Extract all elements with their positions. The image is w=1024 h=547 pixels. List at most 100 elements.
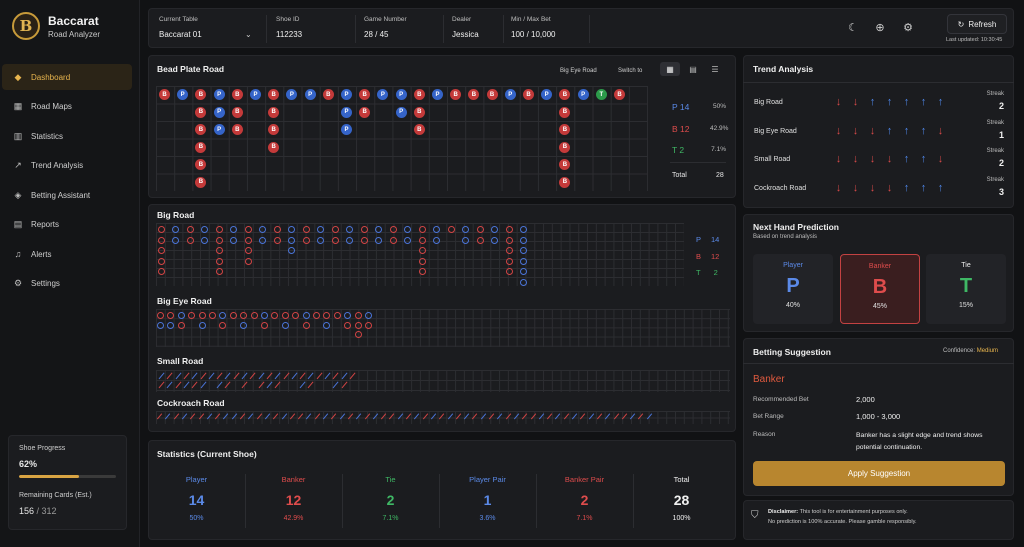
gear-icon[interactable]: ⚙ (903, 22, 913, 34)
bead-stat-tie: T 2 (672, 145, 684, 155)
bead-banker: B (231, 89, 243, 100)
tab-big-eye-road[interactable]: Big Eye Road (560, 68, 597, 74)
arrow-up-icon: ↑ (937, 96, 944, 108)
stat-letter: T (696, 268, 701, 277)
stat-pct: 100% (672, 515, 691, 522)
nav-item-trend-analysis[interactable]: ↗ Trend Analysis (2, 153, 132, 179)
game-number-label: Game Number (364, 16, 407, 23)
prediction-letter: B (872, 276, 888, 298)
moon-icon[interactable]: ☾ (848, 22, 858, 34)
big-road-ring-player (259, 226, 266, 233)
dealer-label: Dealer (452, 16, 472, 23)
refresh-button[interactable]: ↻ Refresh (947, 14, 1007, 34)
arrow-down-icon: ↓ (835, 96, 842, 108)
shoe-progress-label: Shoe Progress (19, 445, 66, 452)
trend-road-name: Big Road (754, 99, 783, 106)
big-road-ring-banker (157, 268, 165, 276)
stat-pct: 3.6% (479, 515, 496, 522)
bead-player: P (177, 89, 189, 100)
statistics-title: Statistics (Current Shoe) (157, 449, 257, 459)
stat-total: Total 28 100% (633, 475, 730, 522)
big-road-ring-banker (215, 247, 223, 255)
big-road-ring-player (288, 226, 295, 233)
bead-player: P (213, 124, 225, 135)
bead-banker: B (195, 106, 207, 118)
nav-item-road-maps[interactable]: ▦ Road Maps (2, 94, 132, 120)
prediction-player[interactable]: Player P 40% (753, 254, 833, 324)
grid-view-icon[interactable]: ▦ (660, 62, 680, 76)
tab-switch[interactable]: Switch to (618, 68, 643, 74)
bead-stat-count: 12 (680, 124, 690, 134)
bet-limits-label: Min / Max Bet (511, 16, 551, 23)
bead-stat-player: P 14 (672, 102, 689, 112)
current-table-select[interactable]: Current Table Baccarat 01 ⌄ (159, 16, 254, 39)
big-eye-ring-banker (333, 312, 341, 319)
shoe-progress-card: Shoe Progress 62% Remaining Cards (Est.)… (8, 435, 127, 530)
big-eye-ring-banker (229, 312, 237, 319)
confidence: Confidence: Medium (943, 348, 998, 354)
arrow-down-icon: ↓ (886, 153, 893, 166)
stat-value: 14 (188, 492, 205, 508)
list-view-icon[interactable]: ☰ (711, 64, 719, 74)
big-road-ring-player (462, 226, 469, 233)
big-road-ring-banker (186, 236, 194, 244)
nav-item-alerts[interactable]: ♫ Alerts (2, 241, 132, 267)
nav-item-settings[interactable]: ⚙ Settings (2, 271, 132, 297)
brand[interactable]: B Baccarat Road Analyzer (12, 12, 100, 40)
shoe-id-label: Shoe ID (276, 16, 300, 23)
nav-item-dashboard[interactable]: ◆ Dashboard (2, 64, 132, 90)
divider (589, 15, 590, 43)
prediction-pct: 40% (785, 302, 800, 309)
stat-banker-pair: Banker Pair 2 7.1% (536, 475, 633, 522)
big-road-ring-banker (389, 226, 397, 233)
divider (342, 474, 343, 528)
streak-value: 1 (998, 129, 1004, 140)
bead-banker: B (268, 106, 280, 118)
nav-item-reports[interactable]: ▤ Reports (2, 212, 132, 238)
big-eye-ring-banker (292, 312, 300, 319)
nav-item-betting-assistant[interactable]: ◈ Betting Assistant (2, 182, 132, 208)
big-eye-ring-banker (323, 312, 331, 319)
trend-row: Small Road ↓ ↓ ↓ ↓ ↑ ↑ ↓ Streak 2 (754, 148, 1004, 170)
big-eye-ring-banker (250, 312, 258, 319)
table-view-icon[interactable]: ▤ (689, 64, 697, 74)
shoe-id: Shoe ID 112233 (276, 16, 302, 39)
bead-stat-banker: B 12 (672, 124, 690, 134)
remaining-cards: 156 (19, 506, 35, 516)
bead-player: P (504, 89, 516, 100)
disclaimer-title: Disclaimer: (768, 509, 799, 515)
apply-suggestion-button[interactable]: Apply Suggestion (753, 461, 1005, 486)
big-road-ring-banker (418, 226, 426, 233)
bead-banker: B (195, 176, 207, 188)
stat-letter: B (696, 252, 702, 261)
big-road-ring-banker (360, 226, 368, 233)
big-road-ring-banker (157, 226, 165, 233)
stat-count: 12 (711, 252, 720, 261)
divider (439, 474, 440, 528)
trend-row: Big Eye Road ↓ ↓ ↓ ↑ ↑ ↑ ↓ Streak 1 (754, 120, 1004, 142)
prediction-banker[interactable]: Banker B 45% (840, 254, 920, 324)
big-eye-ring-banker (188, 312, 196, 319)
bead-stat-letter: B (672, 124, 678, 134)
big-road-ring-banker (157, 236, 165, 244)
bead-player: P (577, 89, 589, 100)
recommended-value: 2,000 (856, 395, 875, 404)
nav-item-statistics[interactable]: ▥ Statistics (2, 123, 132, 149)
prediction-tie[interactable]: Tie T 15% (926, 254, 1006, 324)
big-road-ring-player (491, 226, 498, 233)
bead-banker: B (559, 159, 571, 170)
cockroach-road-title: Cockroach Road (157, 398, 225, 408)
prediction-letter: P (786, 275, 800, 297)
game-number-value: 28 / 45 (364, 30, 389, 39)
big-eye-ring-player (240, 321, 248, 329)
dealer-value: Jessica (452, 30, 479, 39)
big-road-ring-player (520, 236, 527, 244)
arrow-down-icon: ↓ (869, 182, 876, 195)
stat-pct: 42.9% (283, 515, 304, 522)
confidence-label: Confidence: (943, 348, 976, 354)
reason-value: Banker has a slight edge and trend shows… (856, 432, 983, 451)
bead-banker: B (195, 159, 207, 170)
trend-panel (743, 55, 1014, 208)
globe-icon[interactable]: ⊕ (875, 22, 885, 34)
nav-label: Road Maps (31, 102, 72, 111)
